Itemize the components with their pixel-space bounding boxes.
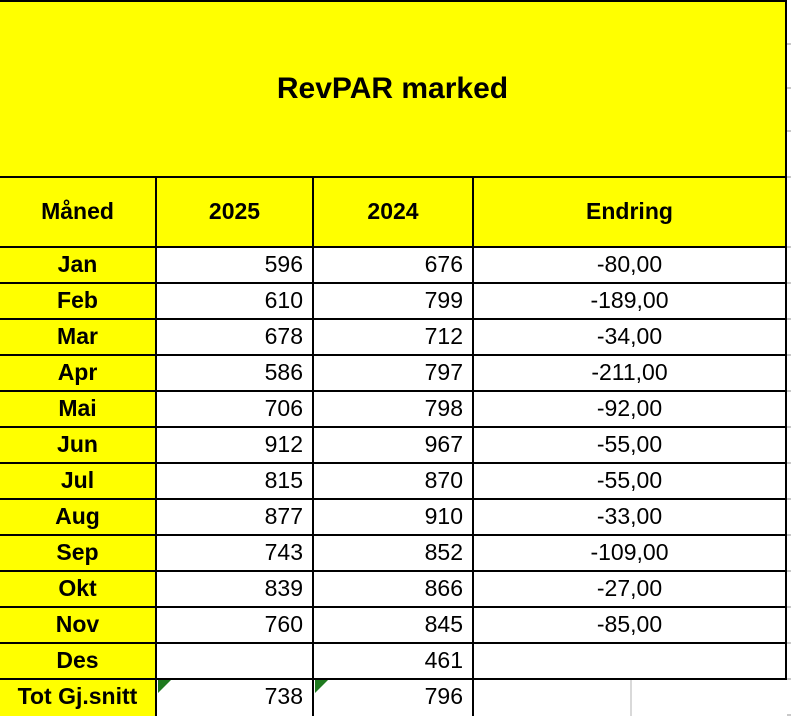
gridline-stub xyxy=(787,176,791,178)
table-row: Jun 912 967 -55,00 xyxy=(0,428,787,464)
gridline-stub xyxy=(787,43,791,45)
endring-cell[interactable]: -33,00 xyxy=(474,500,787,534)
total-2024-value: 796 xyxy=(424,683,463,709)
month-cell[interactable]: Tot Gj.snitt xyxy=(0,680,157,716)
month-cell[interactable]: Jun xyxy=(0,428,157,462)
endring-cell[interactable]: -211,00 xyxy=(474,356,787,390)
value-cell-2024[interactable]: 798 xyxy=(314,392,474,426)
gridline-stub xyxy=(787,390,791,392)
gridline-stub xyxy=(787,606,791,608)
table-row: Aug 877 910 -33,00 xyxy=(0,500,787,536)
gridline-stub xyxy=(787,426,791,428)
value-cell-2024[interactable]: 796 xyxy=(314,680,474,716)
table-row: Okt 839 866 -27,00 xyxy=(0,572,787,608)
value-cell-2025[interactable]: 738 xyxy=(157,680,314,716)
value-cell-2025[interactable]: 912 xyxy=(157,428,314,462)
value-cell-2024[interactable]: 910 xyxy=(314,500,474,534)
value-cell-2025[interactable] xyxy=(157,644,314,678)
endring-cell[interactable]: -85,00 xyxy=(474,608,787,642)
table-row: Jul 815 870 -55,00 xyxy=(0,464,787,500)
table-row: Nov 760 845 -85,00 xyxy=(0,608,787,644)
header-2025[interactable]: 2025 xyxy=(157,178,314,246)
value-cell-2025[interactable]: 678 xyxy=(157,320,314,354)
value-cell-2024[interactable]: 852 xyxy=(314,536,474,570)
gridline-stub xyxy=(787,534,791,536)
value-cell-2025[interactable]: 815 xyxy=(157,464,314,498)
value-cell-2024[interactable]: 967 xyxy=(314,428,474,462)
value-cell-2025[interactable]: 760 xyxy=(157,608,314,642)
endring-cell[interactable] xyxy=(474,644,787,678)
endring-cell[interactable]: -27,00 xyxy=(474,572,787,606)
gridline-stub xyxy=(787,714,791,716)
month-cell[interactable]: Jul xyxy=(0,464,157,498)
value-cell-2025[interactable]: 743 xyxy=(157,536,314,570)
gridline-stub xyxy=(787,318,791,320)
gridline-stub xyxy=(787,570,791,572)
header-2024[interactable]: 2024 xyxy=(314,178,474,246)
faint-gridline xyxy=(630,680,632,716)
table-row: Jan 596 676 -80,00 xyxy=(0,248,787,284)
table-row: Apr 586 797 -211,00 xyxy=(0,356,787,392)
totals-row: Tot Gj.snitt 738 796 xyxy=(0,680,787,716)
table-row: Des 461 xyxy=(0,644,787,680)
endring-cell[interactable]: -80,00 xyxy=(474,248,787,282)
gridline-stub xyxy=(787,678,791,680)
month-cell[interactable]: Aug xyxy=(0,500,157,534)
endring-cell[interactable]: -55,00 xyxy=(474,464,787,498)
endring-cell[interactable]: -34,00 xyxy=(474,320,787,354)
month-cell[interactable]: Nov xyxy=(0,608,157,642)
value-cell-2025[interactable]: 839 xyxy=(157,572,314,606)
value-cell-2024[interactable]: 799 xyxy=(314,284,474,318)
header-maaned[interactable]: Måned xyxy=(0,178,157,246)
gridline-stub xyxy=(787,642,791,644)
header-row: Måned 2025 2024 Endring xyxy=(0,178,787,248)
month-cell[interactable]: Sep xyxy=(0,536,157,570)
table-row: Feb 610 799 -189,00 xyxy=(0,284,787,320)
value-cell-2024[interactable]: 797 xyxy=(314,356,474,390)
endring-cell[interactable]: -55,00 xyxy=(474,428,787,462)
value-cell-2024[interactable]: 870 xyxy=(314,464,474,498)
error-indicator-icon xyxy=(315,680,328,693)
page-title: RevPAR marked xyxy=(276,72,509,105)
header-endring[interactable]: Endring xyxy=(474,178,787,246)
value-cell-2025[interactable]: 596 xyxy=(157,248,314,282)
endring-cell[interactable]: -92,00 xyxy=(474,392,787,426)
value-cell-2024[interactable]: 712 xyxy=(314,320,474,354)
sheet-margin xyxy=(787,0,791,716)
endring-cell[interactable]: -109,00 xyxy=(474,536,787,570)
endring-cell-unformatted[interactable] xyxy=(474,680,787,716)
value-cell-2025[interactable]: 706 xyxy=(157,392,314,426)
month-cell[interactable]: Jan xyxy=(0,248,157,282)
gridline-stub xyxy=(787,282,791,284)
gridline-stub xyxy=(787,87,791,89)
table-row: Mai 706 798 -92,00 xyxy=(0,392,787,428)
month-cell[interactable]: Mai xyxy=(0,392,157,426)
title-cell[interactable]: RevPAR marked xyxy=(0,2,787,178)
month-cell[interactable]: Feb xyxy=(0,284,157,318)
value-cell-2025[interactable]: 586 xyxy=(157,356,314,390)
value-cell-2024[interactable]: 866 xyxy=(314,572,474,606)
gridline-stub xyxy=(787,246,791,248)
endring-cell[interactable]: -189,00 xyxy=(474,284,787,318)
month-cell[interactable]: Des xyxy=(0,644,157,678)
total-2025-value: 738 xyxy=(264,683,303,709)
gridline-stub xyxy=(787,462,791,464)
table-row: Sep 743 852 -109,00 xyxy=(0,536,787,572)
value-cell-2024[interactable]: 676 xyxy=(314,248,474,282)
gridline-stub xyxy=(787,498,791,500)
gridline-stub xyxy=(787,130,791,132)
value-cell-2024[interactable]: 461 xyxy=(314,644,474,678)
month-cell[interactable]: Okt xyxy=(0,572,157,606)
month-cell[interactable]: Mar xyxy=(0,320,157,354)
table-row: Mar 678 712 -34,00 xyxy=(0,320,787,356)
value-cell-2025[interactable]: 877 xyxy=(157,500,314,534)
month-cell[interactable]: Apr xyxy=(0,356,157,390)
value-cell-2025[interactable]: 610 xyxy=(157,284,314,318)
error-indicator-icon xyxy=(158,680,171,693)
gridline-stub xyxy=(787,354,791,356)
value-cell-2024[interactable]: 845 xyxy=(314,608,474,642)
